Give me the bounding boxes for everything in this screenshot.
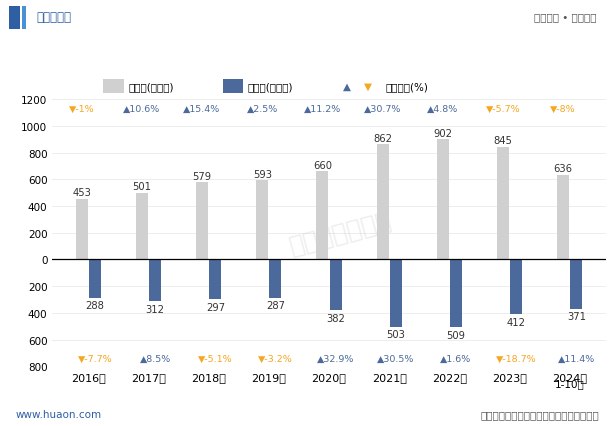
Text: 371: 371 [567, 312, 586, 322]
Text: 453: 453 [73, 188, 91, 198]
Text: 2016-2024年10月河南省(境内目的地/货源地)进、出口额: 2016-2024年10月河南省(境内目的地/货源地)进、出口额 [159, 46, 456, 62]
Bar [497, 147, 509, 260]
Text: 华经情报网: 华经情报网 [37, 11, 72, 24]
Text: 2021年: 2021年 [371, 371, 407, 382]
Text: ▲8.5%: ▲8.5% [140, 354, 171, 363]
Text: 2024年: 2024年 [552, 371, 587, 382]
Text: 579: 579 [192, 171, 212, 181]
Bar [9, 7, 20, 30]
Text: 288: 288 [85, 301, 105, 311]
Text: 专业严谨 • 客观科学: 专业严谨 • 客观科学 [534, 12, 597, 23]
Text: 2020年: 2020年 [312, 371, 346, 382]
Text: 503: 503 [386, 329, 405, 339]
Text: 华经产业研究院: 华经产业研究院 [286, 208, 394, 258]
Bar [223, 80, 244, 93]
Text: ▲15.4%: ▲15.4% [183, 105, 221, 114]
Text: ▼-5.7%: ▼-5.7% [486, 105, 520, 114]
Text: 同比增长(%): 同比增长(%) [386, 82, 429, 92]
Text: 2017年: 2017年 [131, 371, 166, 382]
Bar [103, 80, 124, 93]
Text: 660: 660 [313, 161, 332, 170]
Text: ▲10.6%: ▲10.6% [123, 105, 161, 114]
Bar [22, 7, 26, 30]
Text: 2019年: 2019年 [252, 371, 287, 382]
Text: ▼-7.7%: ▼-7.7% [77, 354, 113, 363]
Bar [209, 260, 221, 299]
Text: 636: 636 [554, 164, 573, 173]
Text: ▼-3.2%: ▼-3.2% [258, 354, 293, 363]
Bar [149, 260, 161, 302]
Text: 1-10月: 1-10月 [555, 378, 584, 389]
Text: 902: 902 [433, 128, 452, 138]
Text: ▼-8%: ▼-8% [550, 105, 576, 114]
Text: 2022年: 2022年 [432, 371, 467, 382]
Text: ▼-5.1%: ▼-5.1% [198, 354, 232, 363]
Text: ▲30.5%: ▲30.5% [377, 354, 415, 363]
Text: ▲: ▲ [343, 82, 351, 92]
Bar [136, 193, 148, 260]
Text: 501: 501 [132, 181, 151, 192]
Text: ▲2.5%: ▲2.5% [247, 105, 278, 114]
Text: 出口额(亿美元): 出口额(亿美元) [128, 82, 173, 92]
Bar [316, 172, 328, 260]
Text: 412: 412 [507, 317, 526, 327]
Bar [450, 260, 462, 328]
Text: ▼: ▼ [364, 82, 372, 92]
Bar [376, 145, 389, 260]
Text: 287: 287 [266, 300, 285, 311]
Bar [196, 183, 208, 260]
Text: ▼-1%: ▼-1% [69, 105, 95, 114]
Bar [256, 181, 268, 260]
Text: 2018年: 2018年 [191, 371, 226, 382]
Bar [330, 260, 342, 311]
Text: ▲30.7%: ▲30.7% [364, 105, 401, 114]
Bar [269, 260, 282, 298]
Text: ▲11.2%: ▲11.2% [304, 105, 341, 114]
Bar [390, 260, 402, 327]
Text: 进口额(亿美元): 进口额(亿美元) [248, 82, 293, 92]
Text: 297: 297 [206, 302, 225, 312]
Text: 数据来源：中国海关、华经产业研究院整理: 数据来源：中国海关、华经产业研究院整理 [481, 409, 600, 419]
Text: 2023年: 2023年 [492, 371, 527, 382]
Text: ▲11.4%: ▲11.4% [558, 354, 595, 363]
Text: www.huaon.com: www.huaon.com [15, 409, 101, 419]
Text: 845: 845 [493, 136, 512, 146]
Bar [570, 260, 582, 309]
Text: 382: 382 [326, 313, 345, 323]
Text: ▲4.8%: ▲4.8% [427, 105, 458, 114]
Text: 862: 862 [373, 133, 392, 144]
Text: 593: 593 [253, 170, 272, 179]
Text: ▲32.9%: ▲32.9% [317, 354, 354, 363]
Bar [89, 260, 101, 298]
Bar [76, 199, 88, 260]
Text: ▲1.6%: ▲1.6% [440, 354, 472, 363]
Bar [437, 140, 449, 260]
Text: 312: 312 [146, 304, 165, 314]
Text: 509: 509 [446, 330, 466, 340]
Text: ▼-18.7%: ▼-18.7% [496, 354, 536, 363]
Text: 2016年: 2016年 [71, 371, 106, 382]
Bar [510, 260, 522, 315]
Bar [557, 175, 569, 260]
